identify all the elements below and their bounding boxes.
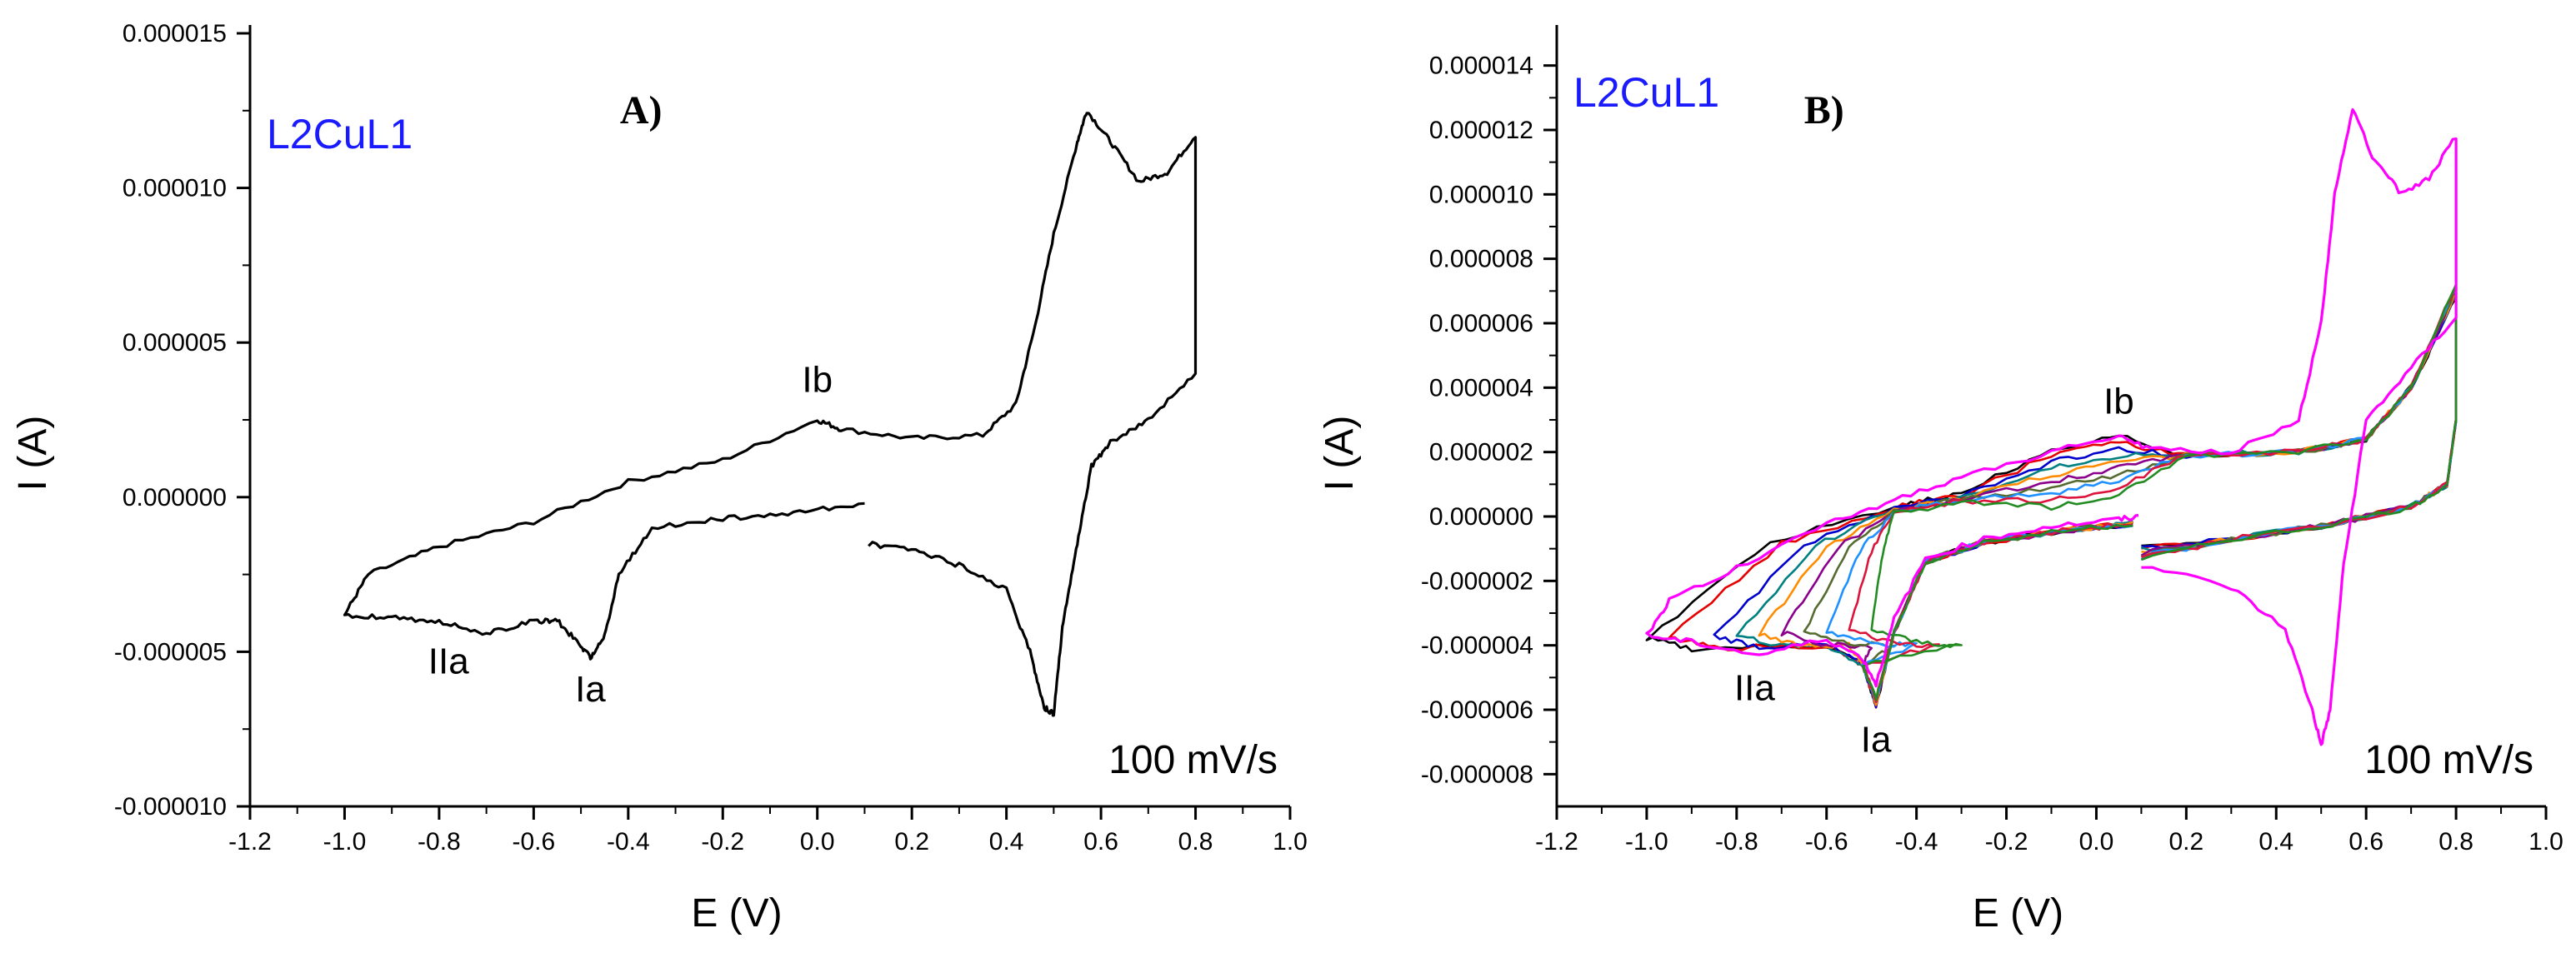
x-axis-title: E (V) [691, 891, 782, 936]
x-tick-label: -1.2 [228, 828, 272, 856]
y-tick-label: 0.000012 [1429, 117, 1533, 144]
peak-annotation: Ib [802, 360, 833, 401]
x-tick-label: 1.0 [2528, 828, 2563, 856]
y-tick-label: -0.000010 [114, 793, 227, 821]
x-tick-label: 0.0 [2079, 828, 2114, 856]
chart-panel-b: -1.2 -1.0 -0.8 -0.6 -0.4 -0.2 0.0 0.2 0.4 0.6 0.8 1… [1318, 25, 2563, 936]
x-tick-label: -0.2 [1985, 828, 2028, 856]
y-tick-label: 0.000008 [1429, 246, 1533, 273]
y-axis-title: I (A) [11, 416, 55, 491]
x-tick-label: 0.4 [989, 828, 1024, 856]
x-tick-label: -0.8 [418, 828, 461, 856]
cv-trace-11 [1645, 107, 2458, 746]
x-tick-label: -1.0 [1625, 828, 1668, 856]
y-tick-label: 0.000005 [123, 329, 227, 357]
scan-rate-label: 100 mV/s [2364, 738, 2533, 782]
y-tick-label: -0.000005 [114, 638, 227, 666]
x-tick-label: 0.0 [800, 828, 835, 856]
y-tick-label: 0.000000 [123, 484, 227, 511]
y-tick-label: -0.000004 [1421, 632, 1533, 660]
panel-label: B) [1804, 88, 1844, 132]
x-tick-label: 0.8 [1178, 828, 1213, 856]
y-tick-label: 0.000002 [1429, 439, 1533, 467]
x-tick-label: 0.8 [2438, 828, 2473, 856]
chart-panel-a: -1.2 -1.0 -0.8 -0.6 -0.4 -0.2 0.0 0.2 0.4 0.6 0.8 1… [11, 20, 1308, 936]
y-tick-label: 0.000014 [1429, 52, 1533, 80]
cv-trace-10 [1861, 283, 2458, 701]
x-tick-label: 0.2 [894, 828, 929, 856]
peak-annotation: Ia [1861, 719, 1892, 760]
x-tick-label: 0.2 [2169, 828, 2204, 856]
y-tick-label: -0.000006 [1421, 696, 1533, 724]
x-tick-label: -0.6 [1805, 828, 1848, 856]
y-tick-label: 0.000000 [1429, 503, 1533, 531]
sample-label: L2CuL1 [267, 111, 413, 157]
x-tick-label: -0.2 [701, 828, 744, 856]
y-tick-label: 0.000004 [1429, 374, 1533, 402]
cv-trace-9 [1848, 283, 2458, 703]
x-tick-label: 1.0 [1273, 828, 1308, 856]
cv-trace-8 [1825, 287, 2458, 700]
x-tick-label: 0.6 [1083, 828, 1118, 856]
cv-trace-5 [1758, 287, 2458, 706]
peak-annotation: IIa [428, 641, 469, 681]
sample-label: L2CuL1 [1573, 69, 1719, 116]
peak-annotation: Ia [575, 669, 606, 710]
x-tick-label: 0.4 [2258, 828, 2293, 856]
x-tick-label: -0.4 [1895, 828, 1938, 856]
y-tick-label: -0.000002 [1421, 567, 1533, 595]
scan-rate-label: 100 mV/s [1108, 738, 1278, 782]
y-tick-label: 0.000010 [1429, 181, 1533, 208]
y-axis-title: I (A) [1318, 416, 1362, 491]
panel-label: A) [620, 88, 663, 132]
peak-annotation: IIa [1734, 667, 1775, 708]
x-tick-label: -1.0 [323, 828, 367, 856]
y-tick-label: -0.000008 [1421, 761, 1533, 788]
cv-trace [343, 112, 1198, 717]
x-tick-label: -0.6 [513, 828, 556, 856]
x-tick-label: -0.4 [607, 828, 650, 856]
peak-annotation: Ib [2103, 381, 2134, 422]
y-tick-label: 0.000006 [1429, 310, 1533, 337]
x-tick-label: -1.2 [1535, 828, 1578, 856]
y-tick-label: 0.000010 [123, 175, 227, 202]
x-axis-title: E (V) [1973, 891, 2063, 936]
x-tick-label: 0.6 [2348, 828, 2383, 856]
x-tick-label: -0.8 [1715, 828, 1758, 856]
y-tick-label: 0.000015 [123, 20, 227, 47]
